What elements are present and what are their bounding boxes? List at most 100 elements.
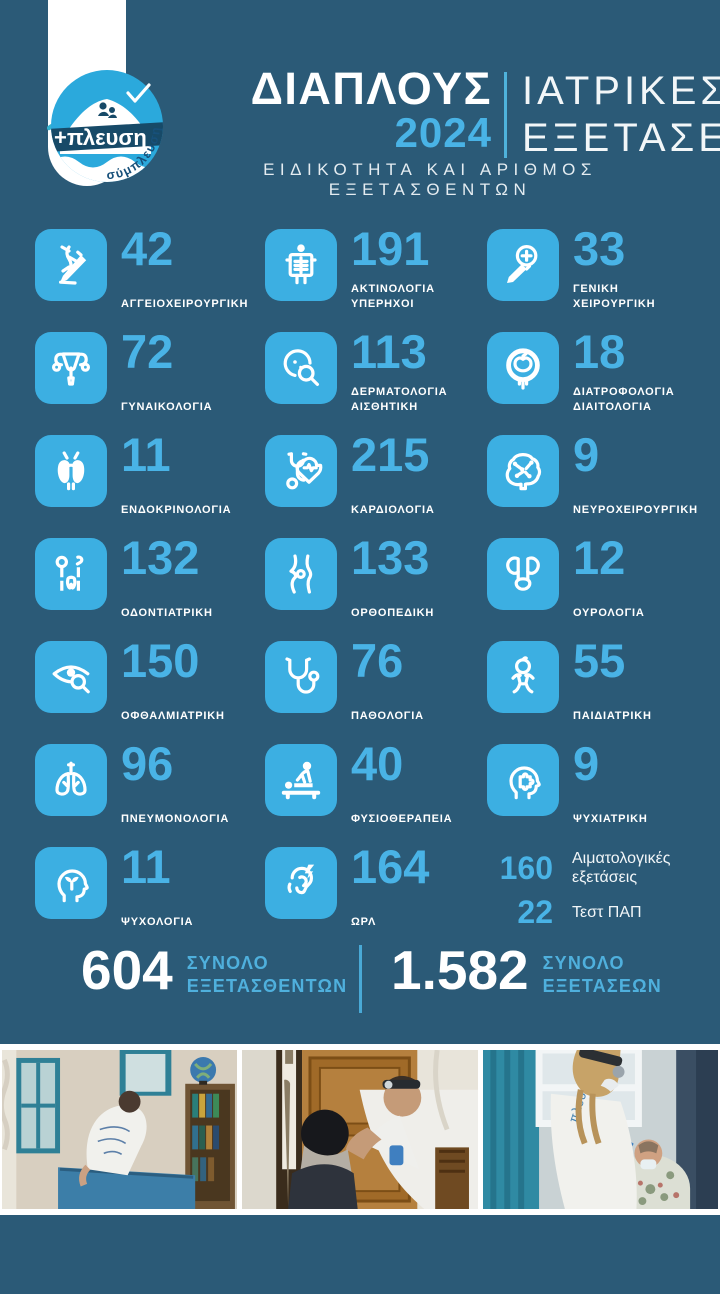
count: 113 bbox=[351, 325, 427, 378]
label: ΠΝΕΥΜΟΝΟΛΟΓΙΑ bbox=[121, 813, 230, 826]
plefsi-logo: +πλευση σύμπλευση bbox=[47, 70, 163, 182]
label: ΑΓΓΕΙΟΧΕΙΡΟΥΡΓΙΚΗ bbox=[121, 298, 249, 311]
photo-strip: πλευση bbox=[0, 1044, 720, 1215]
seagull-check-icon bbox=[126, 83, 151, 103]
item-dermatology: 113 ΔΕΡΜΑΤΟΛΟΓΙΑ ΑΙΣΘΗΤΙΚΗ bbox=[265, 325, 487, 435]
label: ΑΚΤΙΝΟΛΟΓΙΑ ΥΠΕΡΗΧΟΙ bbox=[351, 283, 435, 311]
item-radiology: 191 ΑΚΤΙΝΟΛΟΓΙΑ ΥΠΕΡΗΧΟΙ bbox=[265, 222, 487, 332]
pediatrics-icon bbox=[487, 641, 559, 713]
label: ΟΔΟΝΤΙΑΤΡΙΚΗ bbox=[121, 607, 213, 620]
label: ΦΥΣΙΟΘΕΡΑΠΕΙΑ bbox=[351, 813, 453, 826]
physiotherapy-room-photo bbox=[2, 1050, 238, 1209]
item-pediatrics: 55 ΠΑΙΔΙΑΤΡΙΚΗ bbox=[487, 634, 685, 744]
item-general-surgery: 33 ΓΕΝΙΚΗ ΧΕΙΡΟΥΡΓΙΚΗ bbox=[487, 222, 685, 332]
ophthalmology-icon bbox=[35, 641, 107, 713]
psychiatry-icon bbox=[487, 744, 559, 816]
count: 215 bbox=[351, 428, 430, 481]
label: ΩΡΛ bbox=[351, 916, 377, 929]
item-physiotherapy: 40 ΦΥΣΙΟΘΕΡΑΠΕΙΑ bbox=[265, 737, 487, 847]
label: ΠΑΘΟΛΟΓΙΑ bbox=[351, 710, 424, 723]
count: 72 bbox=[121, 325, 174, 378]
vascular-surgery-icon bbox=[35, 229, 107, 301]
count: 9 bbox=[573, 428, 600, 481]
label: ΔΕΡΜΑΤΟΛΟΓΙΑ ΑΙΣΘΗΤΙΚΗ bbox=[351, 386, 448, 414]
neurosurgery-icon bbox=[487, 435, 559, 507]
pap-test-row: 22 Τεστ ΠΑΠ bbox=[487, 896, 685, 928]
count: 42 bbox=[121, 222, 174, 275]
title-diaplous: ΔΙΑΠΛΟΥΣ bbox=[250, 63, 492, 114]
count: 164 bbox=[351, 840, 430, 893]
count: 12 bbox=[573, 531, 626, 584]
blood-tests-row: 160 Αιματολογικές εξετάσεις bbox=[487, 849, 685, 887]
endocrinology-icon bbox=[35, 435, 107, 507]
orthopedics-icon bbox=[265, 538, 337, 610]
count: 11 bbox=[121, 840, 171, 893]
psychology-icon bbox=[35, 847, 107, 919]
label: ΝΕΥΡΟΧΕΙΡΟΥΡΓΙΚΗ bbox=[573, 504, 698, 517]
item-gynecology: 72 ΓΥΝΑΙΚΟΛΟΓΙΑ bbox=[35, 325, 265, 435]
count: 150 bbox=[121, 634, 200, 687]
count: 160 bbox=[499, 850, 553, 887]
total-examined-value: 604 bbox=[81, 939, 173, 1001]
title-year: 2024 bbox=[394, 109, 492, 156]
item-psychology: 11 ΨΥΧΟΛΟΓΙΑ bbox=[35, 840, 265, 950]
totals-section: 604 ΣΥΝΟΛΟ ΕΞΕΤΑΣΘΕΝΤΩΝ 1.582 ΣΥΝΟΛΟ ΕΞΕ… bbox=[0, 939, 720, 1026]
count: 96 bbox=[121, 737, 174, 790]
label: Τεστ ΠΑΠ bbox=[572, 903, 642, 921]
urology-icon bbox=[487, 538, 559, 610]
count: 33 bbox=[573, 222, 626, 275]
total-examined: 604 ΣΥΝΟΛΟ ΕΞΕΤΑΣΘΕΝΤΩΝ bbox=[81, 939, 347, 1001]
title-divider bbox=[504, 72, 507, 158]
item-pulmonology: 96 ΠΝΕΥΜΟΝΟΛΟΓΙΑ bbox=[35, 737, 265, 847]
count: 22 bbox=[517, 894, 553, 931]
stethoscope-icon bbox=[265, 641, 337, 713]
gynecology-icon bbox=[35, 332, 107, 404]
item-urology: 12 ΟΥΡΟΛΟΓΙΑ bbox=[487, 531, 685, 641]
item-pathology: 76 ΠΑΘΟΛΟΓΙΑ bbox=[265, 634, 487, 744]
label: ΠΑΙΔΙΑΤΡΙΚΗ bbox=[573, 710, 652, 723]
total-exams-label: ΣΥΝΟΛΟ ΕΞΕΤΑΣΕΩΝ bbox=[542, 953, 662, 997]
item-nutrition: 18 ΔΙΑΤΡΟΦΟΛΟΓΙΑ ΔΙΑΙΤΟΛΟΓΙΑ bbox=[487, 325, 685, 435]
dermatology-icon bbox=[265, 332, 337, 404]
dentistry-icon bbox=[35, 538, 107, 610]
label: ΔΙΑΤΡΟΦΟΛΟΓΙΑ ΔΙΑΙΤΟΛΟΓΙΑ bbox=[573, 386, 675, 414]
item-ent: 164 ΩΡΛ bbox=[265, 840, 487, 950]
label: ΨΥΧΟΛΟΓΙΑ bbox=[121, 916, 194, 929]
logo-text: +πλευση bbox=[54, 125, 147, 150]
item-neurosurgery: 9 ΝΕΥΡΟΧΕΙΡΟΥΡΓΙΚΗ bbox=[487, 431, 697, 538]
physiotherapy-icon bbox=[265, 744, 337, 816]
label: ΨΥΧΙΑΤΡΙΚΗ bbox=[573, 813, 648, 826]
label: ΓΕΝΙΚΗ ΧΕΙΡΟΥΡΓΙΚΗ bbox=[573, 283, 656, 311]
xray-icon bbox=[265, 229, 337, 301]
count: 55 bbox=[573, 634, 626, 687]
subtitle: ΕΙΔΙΚΟΤΗΤΑ ΚΑΙ ΑΡΙΘΜΟΣ ΕΞΕΤΑΣΘΕΝΤΩΝ bbox=[263, 160, 597, 199]
count: 9 bbox=[573, 737, 600, 790]
count: 191 bbox=[351, 222, 430, 275]
count: 18 bbox=[573, 325, 626, 378]
general-surgery-icon bbox=[487, 229, 559, 301]
total-exams-value: 1.582 bbox=[391, 939, 529, 1001]
ent-examination-photo bbox=[242, 1050, 478, 1209]
count: 40 bbox=[351, 737, 404, 790]
item-vascular-surgery: 42 ΑΓΓΕΙΟΧΕΙΡΟΥΡΓΙΚΗ bbox=[35, 222, 265, 332]
item-cardiology: 215 ΚΑΡΔΙΟΛΟΓΙΑ bbox=[265, 428, 487, 538]
totals-divider bbox=[359, 945, 362, 1013]
label: ΟΡΘΟΠΕΔΙΚΗ bbox=[351, 607, 435, 620]
title-medical-exams: ΙΑΤΡΙΚΕΣ ΕΞΕΤΑΣΕΙΣ bbox=[522, 69, 720, 161]
ent-icon bbox=[265, 847, 337, 919]
label: ΟΦΘΑΛΜΙΑΤΡΙΚΗ bbox=[121, 710, 225, 723]
nutrition-icon bbox=[487, 332, 559, 404]
count: 11 bbox=[121, 428, 171, 481]
label: Αιματολογικές εξετάσεις bbox=[572, 850, 671, 887]
count: 76 bbox=[351, 634, 404, 687]
extra-tests: 160 Αιματολογικές εξετάσεις 22 Τεστ ΠΑΠ bbox=[487, 847, 685, 950]
count: 132 bbox=[121, 531, 200, 584]
label: ΕΝΔΟΚΡΙΝΟΛΟΓΙΑ bbox=[121, 504, 232, 517]
total-exams: 1.582 ΣΥΝΟΛΟ ΕΞΕΤΑΣΕΩΝ bbox=[391, 939, 662, 1001]
item-orthopedics: 133 ΟΡΘΟΠΕΔΙΚΗ bbox=[265, 534, 487, 641]
cardiology-icon bbox=[265, 435, 337, 507]
item-ophthalmology: 150 ΟΦΘΑΛΜΙΑΤΡΙΚΗ bbox=[35, 634, 265, 744]
item-endocrinology: 11 ΕΝΔΟΚΡΙΝΟΛΟΓΙΑ bbox=[35, 428, 265, 538]
item-dentistry: 132 ΟΔΟΝΤΙΑΤΡΙΚΗ bbox=[35, 531, 265, 641]
